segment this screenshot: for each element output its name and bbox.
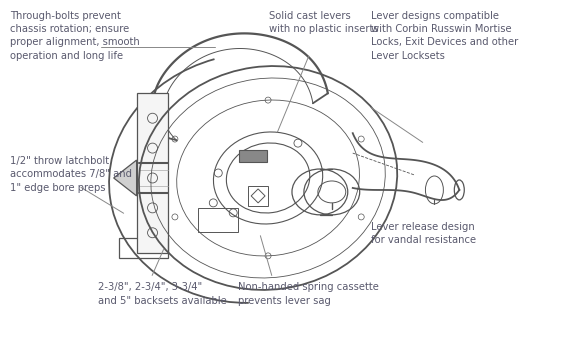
Text: Lever release design
for vandal resistance: Lever release design for vandal resistan… <box>371 222 476 245</box>
Text: 1/2" throw latchbolt
accommodates 7/8" and
1" edge bore preps: 1/2" throw latchbolt accommodates 7/8" a… <box>10 156 132 193</box>
Text: 2-3/8", 2-3/4", 3-3/4"
and 5" backsets available: 2-3/8", 2-3/4", 3-3/4" and 5" backsets a… <box>98 282 227 306</box>
Polygon shape <box>239 150 267 162</box>
Text: Through-bolts prevent
chassis rotation; ensure
proper alignment, smooth
operatio: Through-bolts prevent chassis rotation; … <box>10 11 140 61</box>
Text: Lever designs compatible
with Corbin Russwin Mortise
Locks, Exit Devices and oth: Lever designs compatible with Corbin Rus… <box>371 11 519 61</box>
Text: Non-handed spring cassette
prevents lever sag: Non-handed spring cassette prevents leve… <box>237 282 379 306</box>
Text: Solid cast levers
with no plastic inserts: Solid cast levers with no plastic insert… <box>269 11 379 34</box>
Polygon shape <box>137 93 169 253</box>
Polygon shape <box>114 160 137 196</box>
